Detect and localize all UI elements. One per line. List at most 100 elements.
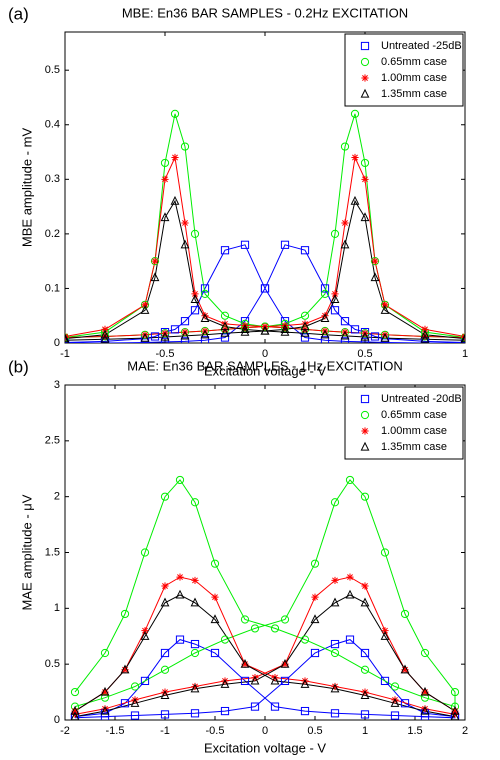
marker bbox=[180, 317, 190, 326]
marker bbox=[210, 614, 220, 624]
marker bbox=[361, 427, 369, 435]
marker bbox=[220, 311, 230, 320]
x-axis-label: Excitation voltage - V bbox=[204, 740, 326, 755]
marker bbox=[190, 498, 200, 507]
marker bbox=[180, 330, 190, 340]
marker bbox=[101, 705, 109, 713]
marker bbox=[280, 658, 290, 668]
legend-label: 1.00mm case bbox=[381, 425, 447, 437]
marker bbox=[330, 498, 340, 507]
marker bbox=[100, 329, 110, 339]
y-axis-label: MAE amplitude - μV bbox=[19, 494, 34, 610]
marker bbox=[360, 690, 370, 700]
x-tick-label: -1 bbox=[160, 725, 170, 737]
y-tick-label: 0.2 bbox=[45, 228, 60, 240]
marker bbox=[320, 284, 330, 293]
marker bbox=[200, 313, 210, 323]
marker bbox=[360, 492, 370, 501]
y-axis-label: MBE amplitude - mV bbox=[19, 128, 34, 248]
legend-label: 0.65mm case bbox=[381, 56, 447, 68]
marker bbox=[120, 699, 130, 708]
marker bbox=[170, 325, 180, 334]
y-tick-label: 1.5 bbox=[45, 546, 60, 558]
marker bbox=[130, 698, 140, 707]
marker bbox=[240, 615, 250, 624]
marker bbox=[300, 311, 310, 320]
marker bbox=[370, 332, 380, 341]
marker bbox=[240, 240, 250, 249]
marker bbox=[340, 337, 350, 343]
marker bbox=[270, 624, 280, 633]
y-tick-label: 2.5 bbox=[45, 435, 60, 447]
series-group bbox=[70, 475, 460, 720]
marker bbox=[170, 109, 180, 118]
marker bbox=[340, 239, 350, 249]
marker bbox=[330, 597, 340, 607]
marker bbox=[361, 74, 369, 82]
marker bbox=[200, 329, 210, 339]
legend-label: 1.00mm case bbox=[381, 72, 447, 84]
marker bbox=[300, 706, 310, 716]
marker bbox=[420, 705, 430, 715]
marker bbox=[220, 679, 230, 688]
marker bbox=[421, 705, 429, 713]
marker bbox=[250, 675, 260, 685]
marker bbox=[360, 57, 370, 67]
marker bbox=[240, 676, 250, 686]
marker bbox=[300, 327, 310, 337]
marker bbox=[160, 665, 170, 674]
marker bbox=[360, 158, 370, 168]
marker bbox=[260, 284, 270, 293]
marker bbox=[345, 475, 355, 485]
series-group bbox=[65, 109, 465, 343]
marker bbox=[120, 609, 130, 619]
marker bbox=[270, 702, 280, 711]
marker bbox=[350, 325, 360, 334]
y-tick-label: 2 bbox=[54, 491, 60, 503]
marker bbox=[311, 593, 319, 601]
marker bbox=[200, 289, 210, 298]
marker bbox=[160, 597, 170, 607]
marker bbox=[140, 676, 150, 686]
marker bbox=[191, 682, 199, 691]
marker bbox=[360, 597, 370, 607]
x-tick-label: 1 bbox=[462, 348, 468, 360]
marker bbox=[121, 666, 129, 674]
marker bbox=[151, 257, 159, 265]
marker bbox=[100, 686, 110, 696]
x-tick-label: -2 bbox=[60, 725, 70, 737]
marker bbox=[280, 615, 290, 624]
marker bbox=[381, 627, 389, 635]
marker bbox=[330, 648, 340, 658]
marker bbox=[360, 88, 370, 98]
marker bbox=[300, 635, 310, 644]
legend-label: 1.35mm case bbox=[381, 88, 447, 100]
marker bbox=[380, 631, 390, 640]
marker bbox=[331, 682, 339, 691]
marker bbox=[360, 665, 370, 674]
marker bbox=[160, 337, 170, 343]
y-tick-label: 0.5 bbox=[45, 64, 60, 76]
y-tick-label: 0 bbox=[54, 337, 60, 349]
legend-box bbox=[344, 33, 464, 107]
marker bbox=[130, 682, 140, 691]
marker bbox=[381, 301, 389, 309]
marker bbox=[300, 679, 310, 688]
marker bbox=[190, 597, 200, 607]
marker bbox=[450, 711, 460, 720]
marker bbox=[390, 698, 400, 707]
marker bbox=[320, 313, 330, 323]
marker bbox=[400, 609, 410, 619]
legend-box bbox=[344, 386, 464, 460]
marker bbox=[310, 559, 320, 568]
marker bbox=[340, 317, 350, 326]
marker bbox=[176, 573, 184, 581]
marker bbox=[211, 593, 219, 601]
marker bbox=[161, 582, 169, 590]
marker bbox=[220, 246, 230, 255]
x-tick-label: 1.5 bbox=[407, 725, 422, 737]
marker bbox=[361, 175, 369, 183]
marker bbox=[380, 332, 390, 342]
marker bbox=[240, 658, 250, 668]
